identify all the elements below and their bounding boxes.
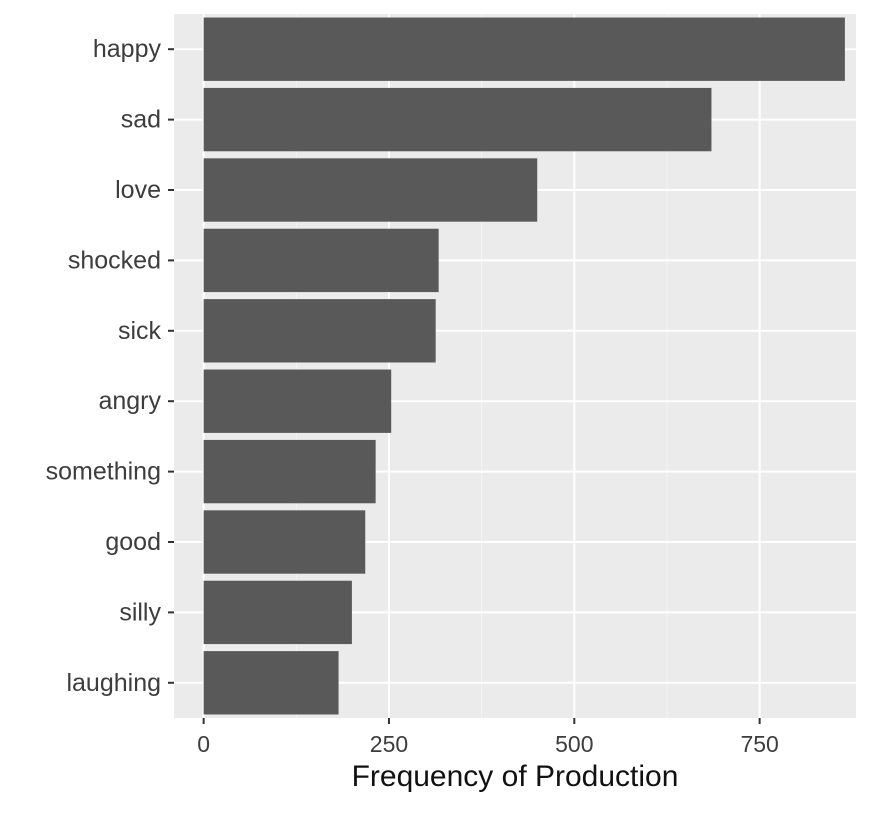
y-tick-label: laughing bbox=[66, 669, 161, 697]
bar-love bbox=[203, 158, 538, 222]
x-tick-label: 750 bbox=[740, 731, 778, 757]
bar-good bbox=[203, 510, 366, 574]
x-axis-title: Frequency of Production bbox=[352, 760, 679, 793]
x-tick-label: 0 bbox=[197, 731, 210, 757]
x-tick-label: 500 bbox=[555, 731, 593, 757]
bar-sick bbox=[203, 299, 436, 363]
y-tick-label: something bbox=[46, 458, 161, 486]
y-axis: happy sad love shocked sick angry something goo… bbox=[46, 35, 174, 697]
y-tick-label: good bbox=[105, 528, 161, 556]
y-tick-label: love bbox=[115, 176, 161, 204]
bar-angry bbox=[203, 369, 392, 433]
y-tick-label: sick bbox=[118, 317, 162, 345]
bar-something bbox=[203, 439, 376, 504]
y-tick-label: happy bbox=[93, 35, 162, 63]
bars bbox=[203, 17, 845, 715]
y-tick-label: silly bbox=[119, 598, 161, 626]
y-tick-label: sad bbox=[121, 106, 161, 134]
bar-happy bbox=[203, 17, 845, 81]
x-tick-label: 250 bbox=[370, 731, 408, 757]
bar-laughing bbox=[203, 651, 339, 715]
y-tick-label: angry bbox=[98, 387, 161, 415]
bar-sad bbox=[203, 87, 712, 152]
x-axis: 0 250 500 750 bbox=[197, 718, 779, 757]
bar-silly bbox=[203, 580, 352, 645]
y-tick-label: shocked bbox=[68, 246, 161, 274]
bar-shocked bbox=[203, 228, 439, 293]
